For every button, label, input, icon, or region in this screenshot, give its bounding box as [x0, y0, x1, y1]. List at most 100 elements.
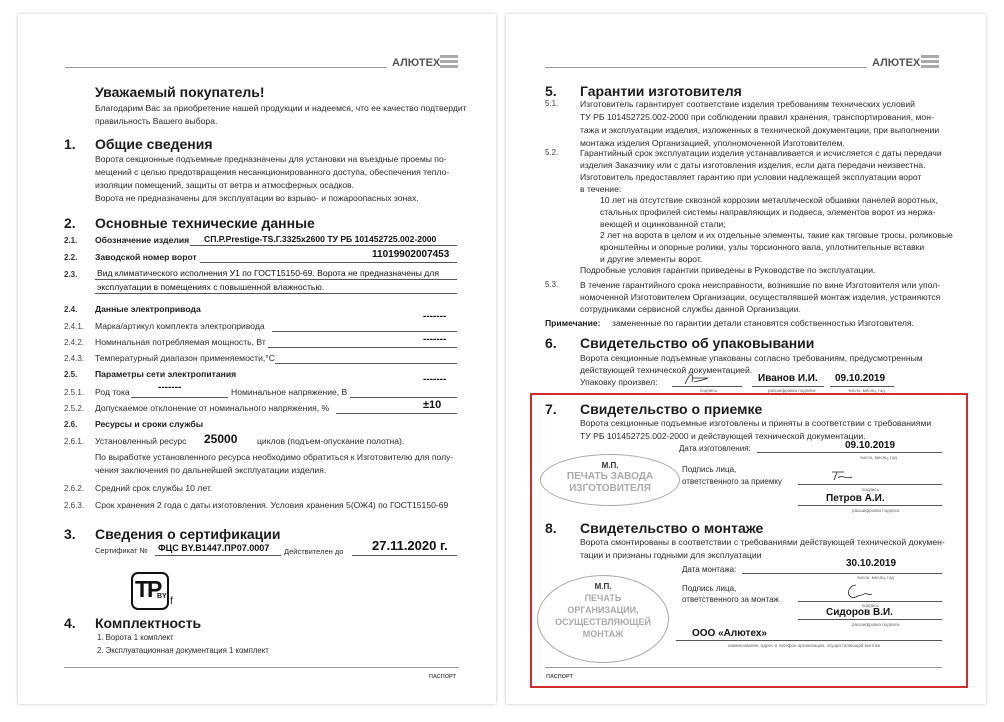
installer-stamp: М.П. ПЕЧАТЬ ОРГАНИЗАЦИИ, ОСУЩЕСТВЛЯЮЩЕЙ …	[537, 575, 669, 663]
list-item: 1. Ворота 1 комплект	[97, 633, 174, 642]
field-caption: подпись	[862, 487, 880, 492]
stamp-mp-label: М.П.	[601, 461, 619, 470]
stamp-text: ИЗГОТОВИТЕЛЯ	[569, 483, 651, 494]
field-underline	[95, 279, 457, 280]
section-title: Сведения о сертификации	[95, 526, 281, 542]
footer-label: ПАСПОРТ	[429, 674, 456, 680]
mark-text: BY	[157, 593, 167, 600]
header-rule	[65, 67, 387, 68]
stamp-text: ОРГАНИЗАЦИИ,	[567, 605, 639, 615]
warranty-text: изделия Заказчику или с даты изготовлени…	[580, 160, 926, 170]
item-number: 2.6.1.	[64, 437, 85, 446]
packer-signature-icon	[684, 374, 709, 385]
subsection-label: Ресурсы и сроки службы	[95, 419, 204, 429]
field-underline	[798, 484, 942, 485]
field-label: Температурный диапазон применяемости,°С	[95, 353, 275, 363]
warranty-text: ТУ РБ 101452725.002-2000 при соблюдении …	[580, 112, 934, 122]
item-number: 2.4.3.	[64, 354, 85, 363]
footer-rule	[545, 667, 942, 668]
list-item: 2. Эксплуатационная документация 1 компл…	[97, 646, 269, 655]
acceptor-name-value: Петров А.И.	[826, 493, 885, 504]
field-underline	[155, 555, 281, 556]
warranty-term: стальных профилей системы направляющих и…	[600, 207, 936, 217]
section-title: Свидетельство о монтаже	[580, 520, 764, 536]
item-number: 2.4.2.	[64, 338, 85, 347]
warranty-text: тажа и эксплуатации изделия, изложенных …	[580, 125, 940, 135]
section-title: Общие сведения	[95, 136, 213, 152]
section-title: Свидетельство о приемке	[580, 401, 763, 417]
installer-name-value: Сидоров В.И.	[826, 607, 893, 618]
mark-text: f	[170, 596, 173, 607]
stamp-text: ОСУЩЕСТВЛЯЮЩЕЙ	[555, 617, 651, 627]
brand-logo: АЛЮТЕХ	[872, 57, 921, 69]
product-designation-value: СП.Р.Prestige-TS.Г.3325x2600 ТУ РБ 10145…	[204, 234, 437, 244]
current-type-value: -------	[158, 382, 182, 393]
field-label: Марка/артикул комплекта электропривода	[95, 321, 265, 331]
warranty-text: номоченной Изготовителем Организации, ос…	[580, 292, 941, 302]
field-underline	[676, 640, 942, 641]
field-underline	[131, 397, 228, 398]
field-caption: число, месяц, год	[860, 455, 897, 460]
section-note: Ворота не предназначены для эксплуатации…	[95, 193, 419, 203]
warranty-term: веющей и оцинкованной стали;	[600, 219, 726, 229]
field-label: ответственного за приемку	[682, 477, 782, 486]
stamp-mp-label: М.П.	[594, 582, 612, 591]
warranty-text: сотрудниками сервисной службы данной Орг…	[580, 304, 801, 314]
item-number: 5.2.	[545, 148, 559, 157]
field-underline	[830, 386, 894, 387]
field-label: Упаковку произвел:	[580, 377, 658, 387]
field-underline	[190, 245, 457, 246]
section-number: 4.	[64, 615, 76, 631]
section-number: 3.	[64, 526, 76, 542]
factory-stamp: М.П. ПЕЧАТЬ ЗАВОДА ИЗГОТОВИТЕЛЯ	[540, 454, 680, 506]
field-label: Номинальное напряжение, В	[231, 387, 348, 397]
field-text: Средний срок службы 10 лет.	[95, 483, 213, 493]
field-underline	[336, 413, 457, 414]
field-underline	[798, 619, 942, 620]
item-number: 2.5.1.	[64, 388, 85, 397]
warranty-term: 2 лет на ворота в целом и их отдельные э…	[600, 230, 953, 240]
field-label: Дата монтажа:	[682, 565, 737, 574]
field-underline	[798, 505, 942, 506]
field-label: Допускаемое отклонение от номинального н…	[95, 403, 330, 413]
warranty-term: 10 лет на отсутствие сквозной коррозии м…	[600, 195, 938, 205]
stamp-text: ПЕЧАТЬ ЗАВОДА	[566, 471, 654, 482]
greeting-text: Благодарим Вас за приобретение нашей про…	[95, 103, 467, 113]
item-number: 2.3.	[64, 270, 78, 279]
field-caption: подпись	[862, 603, 880, 608]
manufacture-date-value: 09.10.2019	[845, 440, 896, 451]
stamp-text: ПЕЧАТЬ	[584, 593, 622, 603]
section-text: изоляции помещений, защиты от ветра и ат…	[95, 180, 355, 190]
warranty-text: В течение гарантийного срока неисправнос…	[580, 280, 941, 290]
section-title: Комплектность	[95, 615, 202, 631]
field-label: Сертификат №	[95, 546, 148, 555]
field-caption: подпись	[700, 388, 718, 393]
field-underline	[272, 331, 457, 332]
power-value: -------	[423, 334, 447, 345]
section-number: 2.	[64, 215, 76, 231]
item-number: 2.6.	[64, 420, 78, 429]
item-number: 2.5.2.	[64, 404, 85, 413]
tr-by-certification-mark-icon: TP BY	[131, 572, 169, 610]
packaging-text: Ворота секционные подъемные упакованы со…	[580, 353, 923, 363]
field-label: Заводской номер ворот	[95, 252, 197, 262]
field-underline	[95, 293, 457, 294]
field-underline	[352, 555, 457, 556]
field-label: Подпись лица,	[682, 584, 737, 593]
acceptance-text: ТУ РБ 101452725.002-2000 и действующей т…	[580, 431, 866, 441]
installation-text: тации и признаны годными для эксплуатаци…	[580, 550, 762, 560]
field-label: Дата изготовления:	[679, 444, 751, 453]
subsection-label: Данные электропривода	[95, 304, 201, 314]
stamp-text: МОНТАЖ	[582, 629, 624, 639]
item-number: 2.6.3.	[64, 501, 85, 510]
climate-text: Вид климатического исполнения У1 по ГОСТ…	[97, 268, 439, 278]
acceptance-text: Ворота секционные подъемные изготовлены …	[580, 418, 932, 428]
field-text: Срок хранения 2 года с даты изготовления…	[95, 500, 449, 510]
item-number: 5.1.	[545, 99, 559, 108]
climate-text: эксплуатации в помещениях с повышенной в…	[97, 282, 325, 292]
section-title: Гарантии изготовителя	[580, 83, 742, 99]
field-underline	[798, 601, 942, 602]
item-number: 2.5.	[64, 370, 78, 379]
packer-name-value: Иванов И.И.	[758, 373, 818, 384]
resource-value: 25000	[204, 432, 238, 446]
